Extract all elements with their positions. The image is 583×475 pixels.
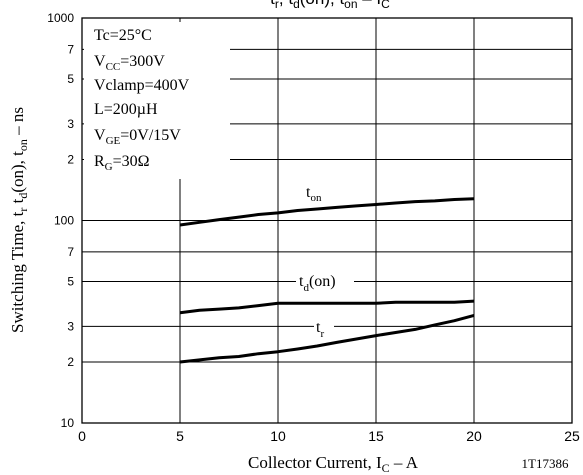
x-tick-label-15: 15 <box>368 428 384 444</box>
y-tick-label-300: 3 <box>67 117 74 131</box>
series-line-tr <box>179 313 475 364</box>
condition-l: L=200µH <box>94 101 158 118</box>
y-tick-label-500: 5 <box>67 72 74 86</box>
figure-code: 1T17386 <box>522 456 569 471</box>
label-bg-ton <box>303 180 339 202</box>
chart-title: tr, td(on), ton – IC <box>270 0 390 11</box>
y-tick-label-700: 7 <box>67 42 74 56</box>
x-tick-label-0: 0 <box>78 428 86 444</box>
y-tick-label-50: 5 <box>67 274 74 288</box>
plot-frame <box>81 17 573 424</box>
series-layer <box>179 197 475 364</box>
y-tick-label-30: 3 <box>67 319 74 333</box>
series-line-tdon <box>179 299 475 315</box>
x-tick-label-10: 10 <box>270 428 286 444</box>
x-axis-label: Collector Current, IC – A <box>248 453 419 475</box>
label-bg-tdon <box>296 268 354 294</box>
x-tick-label-5: 5 <box>176 428 184 444</box>
label-bg-tr <box>314 319 334 339</box>
x-tick-label-25: 25 <box>564 428 580 444</box>
conditions-box <box>84 22 230 179</box>
series-label-tr: tr <box>316 319 324 340</box>
y-tick-label-100: 100 <box>54 214 74 228</box>
y-tick-label-1000: 1000 <box>47 11 74 25</box>
series-label-tdon: td(on) <box>299 273 336 294</box>
condition-vclamp: Vclamp=400V <box>94 77 190 94</box>
y-tick-label-70: 7 <box>67 245 74 259</box>
y-tick-label-200: 2 <box>67 153 74 167</box>
condition-tc: Tc=25°C <box>94 27 152 44</box>
y-tick-label-10: 10 <box>61 416 75 430</box>
y-axis-label: Switching Time, tr td(on), ton – ns <box>8 107 30 333</box>
y-tick-label-20: 2 <box>67 355 74 369</box>
x-tick-label-20: 20 <box>466 428 482 444</box>
series-line-ton <box>179 197 475 227</box>
tick-label-layer: 0 5 10 15 20 25 10 2 3 5 7 100 2 3 5 7 1000 <box>47 11 580 444</box>
